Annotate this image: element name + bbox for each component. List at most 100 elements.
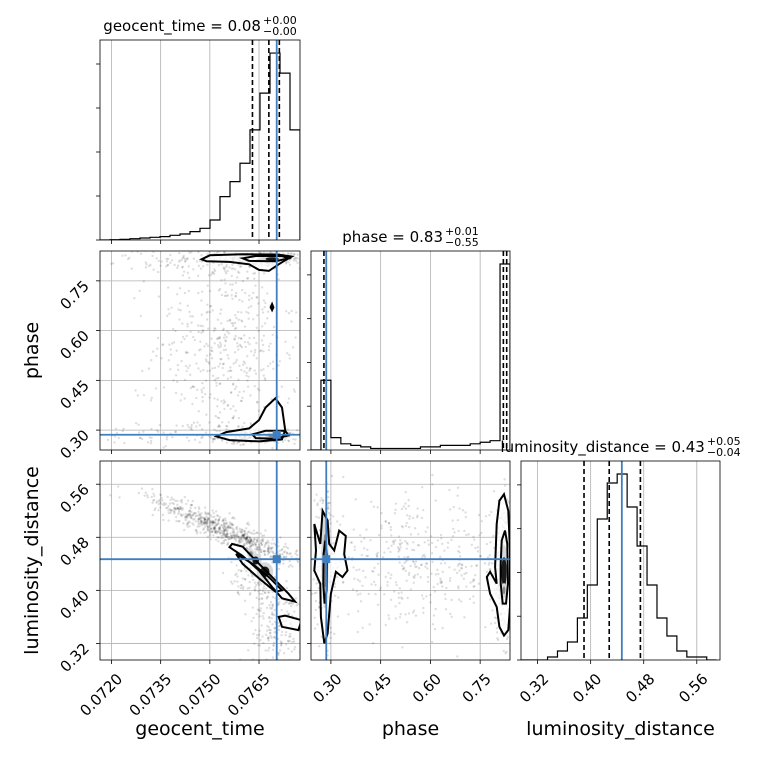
scatter-point (280, 630, 284, 634)
scatter-point (260, 339, 264, 342)
scatter-point (236, 270, 240, 274)
scatter-point (508, 501, 510, 504)
scatter-point (248, 367, 252, 370)
scatter-point (248, 536, 252, 539)
scatter-point (226, 330, 229, 333)
scatter-point (456, 494, 459, 497)
scatter-point (304, 433, 306, 435)
truth-marker (272, 430, 281, 439)
scatter-point (240, 399, 243, 403)
scatter-point (249, 305, 253, 308)
scatter-point (353, 545, 356, 548)
scatter-point (259, 542, 263, 545)
scatter-point (181, 424, 185, 428)
scatter-point (233, 337, 236, 340)
scatter-point (368, 623, 371, 626)
scatter-point (414, 565, 417, 568)
scatter-point (239, 399, 243, 403)
scatter-point (224, 538, 228, 542)
scatter-point (206, 284, 209, 287)
scatter-point (249, 545, 253, 548)
scatter-point (273, 636, 276, 639)
scatter-point (165, 435, 169, 439)
scatter-point (279, 641, 283, 645)
scatter-point (255, 583, 258, 587)
scatter-point (136, 251, 139, 253)
scatter-point (446, 546, 449, 549)
contour-line (269, 301, 275, 313)
scatter-point (231, 530, 235, 533)
scatter-point (253, 369, 256, 372)
scatter-point (420, 486, 424, 489)
scatter-point (124, 254, 127, 257)
scatter-point (204, 358, 208, 361)
scatter-point (225, 526, 228, 530)
scatter-point (195, 362, 198, 365)
scatter-point (174, 430, 177, 434)
scatter-point (363, 537, 366, 540)
scatter-point (227, 332, 231, 335)
scatter-point (375, 555, 379, 558)
scatter-point (178, 505, 182, 509)
scatter-point (197, 517, 201, 520)
scatter-point (186, 513, 190, 516)
scatter-point (203, 517, 206, 520)
scatter-point (38, 258, 40, 260)
scatter-point (195, 530, 199, 533)
scatter-point (474, 573, 477, 577)
scatter-point (263, 513, 265, 515)
scatter-point (151, 501, 154, 504)
scatter-point (151, 254, 154, 258)
scatter-point (190, 503, 193, 507)
scatter-point (240, 569, 243, 572)
scatter-point (225, 335, 228, 339)
scatter-point (190, 321, 193, 324)
scatter-point (216, 514, 220, 518)
scatter-point (195, 260, 199, 263)
scatter-point (214, 519, 217, 522)
scatter-point (223, 251, 226, 254)
scatter-point (248, 265, 251, 269)
scatter-point (161, 451, 163, 453)
scatter-point (397, 547, 401, 551)
scatter-point (255, 665, 257, 667)
scatter-point (365, 528, 368, 531)
scatter-point (243, 531, 247, 534)
scatter-point (218, 335, 221, 339)
scatter-point (495, 627, 499, 630)
scatter-point (233, 387, 237, 391)
scatter-point (287, 613, 291, 616)
scatter-point (188, 276, 191, 280)
scatter-point (271, 613, 274, 617)
scatter-point (207, 538, 209, 540)
scatter-point (264, 649, 267, 652)
scatter-point (291, 565, 294, 568)
scatter-point (372, 570, 375, 573)
scatter-point (209, 353, 212, 356)
scatter-point (169, 247, 171, 249)
scatter-point (262, 587, 265, 590)
scatter-point (408, 571, 411, 575)
scatter-point (266, 317, 269, 320)
scatter-point (188, 310, 191, 314)
scatter-point (312, 578, 315, 581)
scatter-point (289, 635, 292, 638)
scatter-point (229, 580, 233, 583)
scatter-point (227, 421, 231, 424)
scatter-point (224, 534, 227, 537)
scatter-point (248, 342, 251, 346)
scatter-point (173, 506, 177, 510)
scatter-point (218, 516, 222, 519)
scatter-point (398, 601, 401, 605)
scatter-point (313, 636, 315, 638)
scatter-point (178, 318, 181, 321)
scatter-point (192, 268, 195, 271)
scatter-point (253, 581, 257, 584)
scatter-point (176, 503, 179, 507)
scatter-point (166, 263, 170, 267)
scatter-point (223, 251, 226, 254)
scatter-point (170, 342, 174, 345)
scatter-point (256, 400, 259, 404)
scatter-point (213, 521, 216, 525)
x-tick-label: 0.32 (516, 670, 552, 706)
